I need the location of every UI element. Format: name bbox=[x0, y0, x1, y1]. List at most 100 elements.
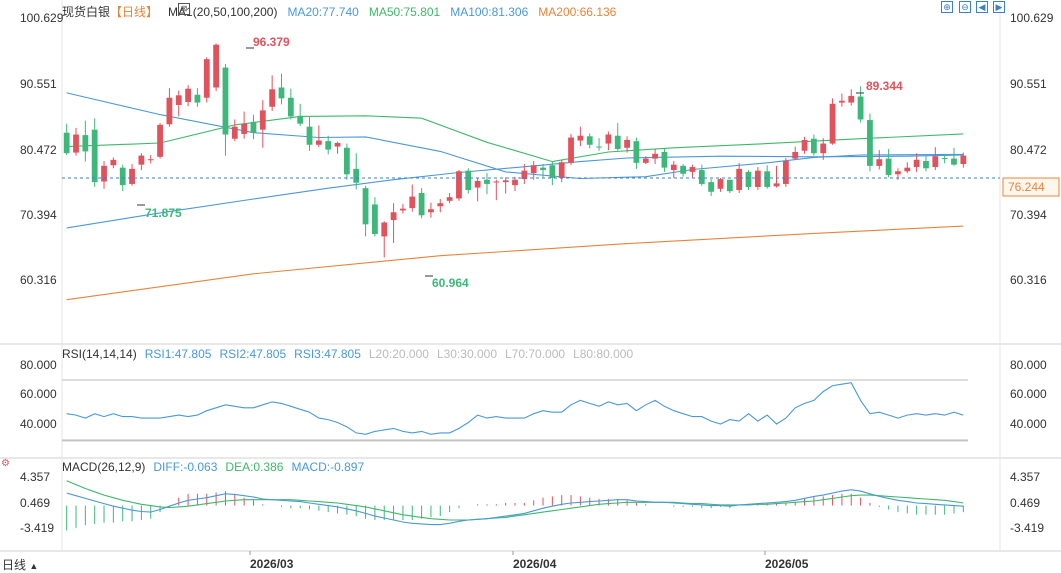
candle-body bbox=[166, 97, 173, 125]
candle-body bbox=[306, 126, 313, 145]
annotation-high-1: 96.379 bbox=[253, 35, 290, 49]
candle-body bbox=[876, 159, 883, 166]
period-label[interactable]: 【日线】 bbox=[110, 5, 159, 19]
l30-value: L30:30.000 bbox=[436, 347, 497, 361]
candle-body bbox=[512, 179, 518, 186]
timeframe-selector[interactable]: 日线 ▲ bbox=[2, 556, 38, 573]
candle-body bbox=[895, 171, 901, 175]
l70-value: L70:70.000 bbox=[505, 347, 566, 361]
candle-body bbox=[708, 182, 715, 192]
candle-body bbox=[521, 170, 528, 180]
grid-lines bbox=[0, 0, 1061, 552]
candle-body bbox=[577, 135, 584, 141]
symbol-name: 现货白银 bbox=[62, 5, 111, 19]
candle-body bbox=[362, 188, 369, 225]
candle-body bbox=[960, 155, 967, 165]
candle-body bbox=[923, 161, 929, 169]
candle-body bbox=[82, 135, 89, 152]
candle-body bbox=[773, 183, 780, 187]
candle-body bbox=[801, 139, 808, 151]
rsi-axis-label-left: 80.000 bbox=[20, 358, 57, 372]
candle-body bbox=[502, 180, 509, 183]
indicator-settings-icon[interactable]: ⊠ bbox=[178, 3, 190, 15]
candle-body bbox=[642, 158, 649, 163]
candle-body bbox=[913, 159, 920, 168]
macd-axis-label-left: 0.469 bbox=[20, 496, 50, 510]
candle-body bbox=[409, 196, 416, 209]
x-axis-date-label: 2026/04 bbox=[513, 557, 557, 571]
price-axis-label-right: 70.394 bbox=[1010, 208, 1047, 222]
candle-body bbox=[456, 171, 462, 199]
diff-line bbox=[66, 489, 964, 526]
candle-body bbox=[372, 204, 378, 234]
candle-body bbox=[119, 167, 126, 186]
candlestick-series bbox=[63, 43, 967, 258]
price-axis-label-right: 80.472 bbox=[1010, 143, 1047, 157]
candle-body bbox=[764, 171, 771, 187]
scroll-left-icon[interactable]: ◀ bbox=[976, 1, 988, 13]
candle-body bbox=[231, 126, 238, 139]
candle-body bbox=[428, 209, 434, 213]
candle-body bbox=[820, 143, 827, 154]
candle-body bbox=[540, 167, 546, 171]
candle-body bbox=[951, 158, 957, 165]
rsi-axis-label-right: 40.000 bbox=[1010, 417, 1047, 431]
candle-body bbox=[400, 208, 406, 211]
candle-body bbox=[213, 44, 220, 88]
candle-body bbox=[941, 158, 948, 160]
candle-body bbox=[754, 170, 761, 187]
candle-body bbox=[334, 142, 341, 147]
candle-body bbox=[390, 212, 397, 221]
candle-body bbox=[493, 181, 500, 183]
price-axis-label-left: 100.629 bbox=[20, 11, 64, 25]
candle-body bbox=[932, 156, 939, 168]
macd-axis-label-right: 0.469 bbox=[1010, 496, 1040, 510]
candle-body bbox=[670, 164, 677, 171]
rsi3-value: RSI3:47.805 bbox=[294, 347, 361, 361]
ma200-value: MA200:66.136 bbox=[538, 5, 617, 19]
candle-body bbox=[614, 135, 621, 149]
scroll-right-icon[interactable]: ▶ bbox=[993, 1, 1005, 13]
candle-body bbox=[73, 134, 79, 153]
macd-axis-label-right: 4.357 bbox=[1010, 470, 1040, 484]
candle-body bbox=[904, 167, 911, 172]
x-axis-date-label: 2026/03 bbox=[250, 557, 294, 571]
zoom-in-icon[interactable]: ⊕ bbox=[941, 1, 953, 13]
candle-body bbox=[530, 165, 537, 174]
zoom-out-icon[interactable]: ⊖ bbox=[959, 1, 971, 13]
candle-body bbox=[484, 179, 490, 184]
candle-body bbox=[848, 95, 855, 103]
candle-body bbox=[203, 59, 210, 98]
price-axis-label-left: 90.551 bbox=[20, 77, 57, 91]
candle-body bbox=[689, 167, 696, 172]
macd-panel bbox=[66, 480, 964, 531]
candle-body bbox=[736, 168, 743, 190]
ma50-line bbox=[66, 154, 964, 229]
timeframe-label: 日线 bbox=[2, 558, 27, 572]
candle-body bbox=[839, 100, 845, 103]
candle-body bbox=[717, 179, 724, 189]
macd-header: MACD(26,12,9) DIFF:-0.063 DEA:0.386 MACD:-0… bbox=[62, 460, 372, 474]
ma-indicator-label[interactable]: MA1(20,50,100,200) bbox=[168, 5, 278, 19]
macd-axis-label-right: -3.419 bbox=[1010, 521, 1044, 535]
candle-body bbox=[857, 96, 864, 120]
candle-body bbox=[269, 89, 276, 107]
candle-body bbox=[175, 95, 182, 105]
rsi-label[interactable]: RSI(14,14,14) bbox=[62, 347, 137, 361]
ma100-line bbox=[66, 92, 964, 180]
panel-settings-icon[interactable]: ⚙ bbox=[1, 458, 10, 469]
price-axis-label-left: 80.472 bbox=[20, 143, 57, 157]
candle-body bbox=[325, 141, 332, 150]
ma200-line bbox=[66, 225, 964, 301]
candle-body bbox=[437, 203, 444, 207]
candle-body bbox=[287, 97, 294, 117]
macd-label[interactable]: MACD(26,12,9) bbox=[62, 460, 146, 474]
candle-body bbox=[250, 121, 257, 133]
candle-body bbox=[810, 138, 817, 154]
price-axis-label-left: 60.316 bbox=[20, 273, 57, 287]
candle-body bbox=[129, 168, 135, 184]
candle-body bbox=[446, 197, 453, 201]
price-axis-label-right: 60.316 bbox=[1010, 273, 1047, 287]
candle-body bbox=[726, 179, 733, 192]
